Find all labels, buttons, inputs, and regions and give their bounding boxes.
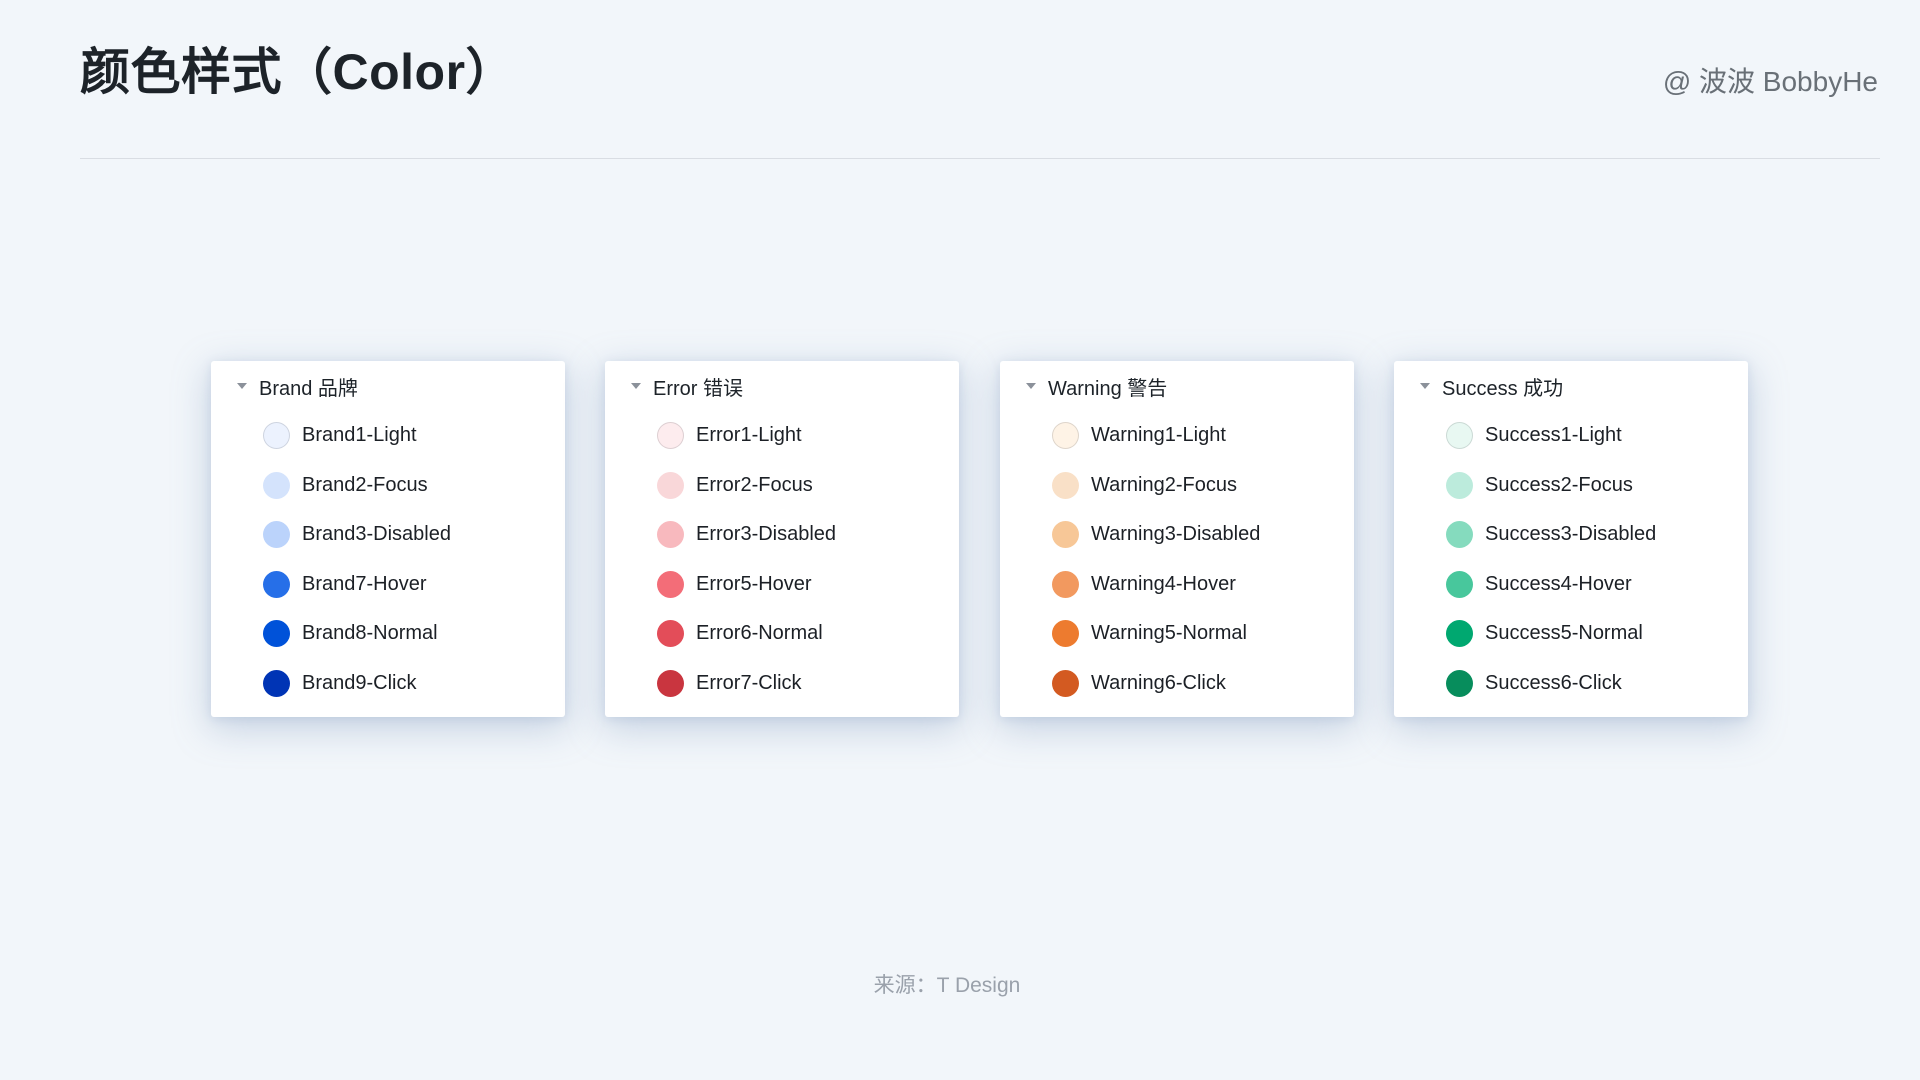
- group-title: Error 错误: [653, 377, 743, 400]
- color-style-row[interactable]: Brand1-Light: [211, 411, 565, 461]
- color-swatch: [1446, 471, 1473, 499]
- color-style-row[interactable]: Error6-Normal: [605, 609, 959, 659]
- color-style-label: Error5-Hover: [696, 572, 812, 595]
- color-style-label: Brand7-Hover: [302, 572, 427, 595]
- group-title: Warning 警告: [1048, 377, 1168, 400]
- group-header[interactable]: Success 成功: [1394, 361, 1748, 411]
- color-style-row[interactable]: Warning5-Normal: [1000, 609, 1354, 659]
- color-style-label: Warning5-Normal: [1091, 622, 1247, 645]
- color-style-row[interactable]: Success6-Click: [1394, 659, 1748, 709]
- color-group-panel: Warning 警告 Warning1-Light Warning2-Focus…: [1000, 361, 1354, 717]
- color-style-label: Success1-Light: [1485, 424, 1622, 447]
- color-style-label: Brand2-Focus: [302, 473, 428, 496]
- chevron-down-icon[interactable]: [1026, 383, 1036, 389]
- color-style-row[interactable]: Error3-Disabled: [605, 510, 959, 560]
- color-list: Warning1-Light Warning2-Focus Warning3-D…: [1000, 411, 1354, 708]
- color-swatch: [1446, 669, 1473, 697]
- color-swatch: [1052, 570, 1079, 598]
- color-swatch: [1052, 521, 1079, 549]
- color-style-label: Warning2-Focus: [1091, 473, 1237, 496]
- color-swatch: [1052, 471, 1079, 499]
- color-style-label: Success6-Click: [1485, 671, 1622, 694]
- chevron-down-icon[interactable]: [1420, 383, 1430, 389]
- color-style-row[interactable]: Error2-Focus: [605, 461, 959, 511]
- group-header[interactable]: Warning 警告: [1000, 361, 1354, 411]
- color-style-row[interactable]: Success4-Hover: [1394, 560, 1748, 610]
- color-group-panel: Brand 品牌 Brand1-Light Brand2-Focus Brand…: [211, 361, 565, 717]
- source-note-text: 来源：T Design: [873, 974, 1021, 997]
- color-swatch: [263, 471, 290, 499]
- color-style-row[interactable]: Success1-Light: [1394, 411, 1748, 461]
- color-style-row[interactable]: Warning4-Hover: [1000, 560, 1354, 610]
- color-list: Error1-Light Error2-Focus Error3-Disable…: [605, 411, 959, 708]
- color-style-label: Error3-Disabled: [696, 523, 837, 546]
- color-group-panel: Success 成功 Success1-Light Success2-Focus…: [1394, 361, 1748, 717]
- color-style-row[interactable]: Brand8-Normal: [211, 609, 565, 659]
- chevron-down-icon[interactable]: [631, 383, 641, 389]
- color-style-label: Brand1-Light: [302, 424, 417, 447]
- color-list: Brand1-Light Brand2-Focus Brand3-Disable…: [211, 411, 565, 708]
- color-style-row[interactable]: Success2-Focus: [1394, 461, 1748, 511]
- color-style-row[interactable]: Error5-Hover: [605, 560, 959, 610]
- color-swatch: [263, 570, 290, 598]
- color-style-label: Warning3-Disabled: [1091, 523, 1261, 546]
- color-swatch: [1052, 620, 1079, 648]
- color-swatch: [1052, 669, 1079, 697]
- color-style-row[interactable]: Warning6-Click: [1000, 659, 1354, 709]
- color-style-label: Success5-Normal: [1485, 622, 1643, 645]
- color-style-label: Brand3-Disabled: [302, 523, 451, 546]
- color-style-label: Warning1-Light: [1091, 424, 1226, 447]
- color-style-label: Success2-Focus: [1485, 473, 1633, 496]
- color-swatch: [263, 521, 290, 549]
- color-style-label: Error7-Click: [696, 671, 802, 694]
- color-style-label: Brand9-Click: [302, 671, 417, 694]
- color-style-row[interactable]: Warning1-Light: [1000, 411, 1354, 461]
- author-credit: @ 波波 BobbyHe: [1662, 66, 1878, 97]
- color-swatch: [263, 669, 290, 697]
- color-style-label: Success3-Disabled: [1485, 523, 1657, 546]
- color-swatch: [657, 471, 684, 499]
- color-style-label: Error1-Light: [696, 424, 802, 447]
- group-header[interactable]: Brand 品牌: [211, 361, 565, 411]
- page-title: 颜色样式（Color）: [80, 44, 517, 100]
- source-note: 来源：T Design: [0, 973, 1894, 999]
- color-style-row[interactable]: Brand7-Hover: [211, 560, 565, 610]
- color-swatch: [657, 570, 684, 598]
- color-swatch: [263, 422, 290, 450]
- color-style-label: Error2-Focus: [696, 473, 813, 496]
- color-style-row[interactable]: Brand3-Disabled: [211, 510, 565, 560]
- color-style-label: Warning6-Click: [1091, 671, 1226, 694]
- color-swatch: [1446, 521, 1473, 549]
- group-header[interactable]: Error 错误: [605, 361, 959, 411]
- color-swatch: [657, 620, 684, 648]
- color-style-label: Error6-Normal: [696, 622, 823, 645]
- color-style-row[interactable]: Brand9-Click: [211, 659, 565, 709]
- color-swatch: [657, 422, 684, 450]
- color-swatch: [1446, 570, 1473, 598]
- color-swatch: [1446, 422, 1473, 450]
- color-style-label: Success4-Hover: [1485, 572, 1632, 595]
- color-list: Success1-Light Success2-Focus Success3-D…: [1394, 411, 1748, 708]
- header-divider: [80, 158, 1880, 159]
- color-swatch: [657, 521, 684, 549]
- color-group-panel: Error 错误 Error1-Light Error2-Focus Error…: [605, 361, 959, 717]
- group-title: Brand 品牌: [259, 377, 358, 400]
- color-swatch: [1446, 620, 1473, 648]
- color-style-row[interactable]: Error1-Light: [605, 411, 959, 461]
- color-style-row[interactable]: Error7-Click: [605, 659, 959, 709]
- group-title: Success 成功: [1442, 377, 1564, 400]
- color-style-row[interactable]: Success3-Disabled: [1394, 510, 1748, 560]
- color-style-label: Brand8-Normal: [302, 622, 438, 645]
- color-style-row[interactable]: Warning2-Focus: [1000, 461, 1354, 511]
- color-style-label: Warning4-Hover: [1091, 572, 1236, 595]
- color-style-row[interactable]: Success5-Normal: [1394, 609, 1748, 659]
- color-swatch: [1052, 422, 1079, 450]
- color-style-row[interactable]: Brand2-Focus: [211, 461, 565, 511]
- color-swatch: [657, 669, 684, 697]
- color-style-row[interactable]: Warning3-Disabled: [1000, 510, 1354, 560]
- chevron-down-icon[interactable]: [237, 383, 247, 389]
- color-swatch: [263, 620, 290, 648]
